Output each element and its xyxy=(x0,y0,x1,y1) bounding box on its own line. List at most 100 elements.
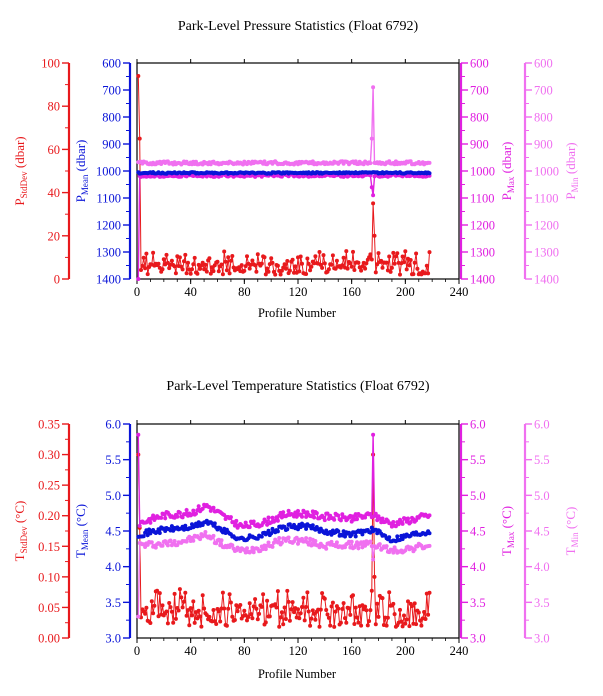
y-tick-label-max: 1100 xyxy=(470,192,495,206)
data-point-stddev xyxy=(169,258,174,263)
data-point-stddev xyxy=(333,609,338,614)
x-tick-label: 120 xyxy=(289,644,308,658)
y-tick-label-stddev: 0 xyxy=(54,273,60,287)
data-point-stddev xyxy=(287,618,292,623)
data-point-mean xyxy=(266,528,271,533)
data-point-stddev xyxy=(298,254,303,259)
data-point-stddev xyxy=(400,624,405,629)
data-point-stddev xyxy=(412,601,417,606)
data-point-stddev xyxy=(140,263,145,268)
data-point-stddev xyxy=(290,600,295,605)
data-point-stddev xyxy=(398,607,402,612)
data-point-min xyxy=(184,539,189,544)
data-point-stddev xyxy=(278,272,283,277)
data-point-stddev xyxy=(136,74,141,78)
data-point-mean xyxy=(395,534,400,539)
data-point-max xyxy=(211,505,216,510)
y-tick-label-min: 3.0 xyxy=(534,632,550,646)
data-point-stddev xyxy=(369,257,374,262)
data-point-stddev xyxy=(172,591,177,596)
data-point-stddev xyxy=(227,271,232,276)
y-axis-label-min: TMin (°C) xyxy=(563,507,580,556)
data-point-stddev xyxy=(283,617,288,621)
data-point-stddev xyxy=(297,269,302,274)
x-tick-label: 120 xyxy=(289,285,308,299)
data-point-stddev xyxy=(254,269,259,274)
data-point-stddev xyxy=(368,252,373,257)
data-point-mean xyxy=(285,527,290,532)
y-tick-label-stddev: 0.35 xyxy=(38,418,60,432)
y-tick-label-mean: 5.5 xyxy=(105,453,121,467)
data-point-stddev xyxy=(334,258,339,263)
y-tick-label-max: 3.0 xyxy=(470,632,486,646)
data-point-stddev xyxy=(177,255,182,260)
data-point-stddev xyxy=(250,258,255,263)
data-point-min xyxy=(136,614,141,619)
data-point-stddev xyxy=(371,201,376,206)
data-point-min xyxy=(263,547,268,552)
data-point-stddev xyxy=(144,605,149,610)
data-point-stddev xyxy=(363,266,368,271)
data-point-stddev xyxy=(180,605,185,610)
data-point-stddev xyxy=(164,252,169,257)
data-point-max xyxy=(148,520,153,525)
data-point-stddev xyxy=(376,251,381,256)
data-point-max xyxy=(396,522,401,527)
data-point-stddev xyxy=(144,251,149,256)
data-point-stddev xyxy=(326,615,331,620)
y-tick-label-max: 1200 xyxy=(470,219,495,233)
data-point-stddev xyxy=(176,608,181,613)
data-point-mean xyxy=(259,534,264,539)
data-point-stddev xyxy=(186,260,190,265)
y-tick-label-stddev: 0.25 xyxy=(38,479,60,493)
data-point-min xyxy=(230,543,235,548)
y-tick-label-mean: 1100 xyxy=(96,192,121,206)
data-point-stddev xyxy=(187,623,192,628)
y-tick-label-stddev: 40 xyxy=(48,186,61,200)
data-point-stddev xyxy=(317,250,322,254)
data-point-max xyxy=(369,185,374,190)
data-point-stddev xyxy=(230,254,235,258)
data-point-stddev xyxy=(407,263,412,268)
data-point-max xyxy=(371,193,376,198)
data-point-stddev xyxy=(385,615,390,620)
data-point-max xyxy=(228,515,233,520)
y-tick-label-mean: 4.0 xyxy=(105,560,121,574)
data-point-stddev xyxy=(384,623,389,628)
data-point-stddev xyxy=(274,605,279,610)
data-point-mean xyxy=(387,535,392,540)
y-tick-label-mean: 800 xyxy=(102,111,121,125)
x-tick-label: 160 xyxy=(342,285,361,299)
data-point-stddev xyxy=(414,251,419,256)
data-point-stddev xyxy=(216,269,221,274)
data-point-stddev xyxy=(263,620,268,625)
data-point-stddev xyxy=(255,617,260,622)
data-point-stddev xyxy=(384,260,389,265)
data-point-stddev xyxy=(422,610,427,614)
data-point-mean xyxy=(336,529,341,534)
y-tick-label-stddev: 0.20 xyxy=(38,509,60,523)
data-point-stddev xyxy=(325,612,330,617)
data-point-stddev xyxy=(259,261,264,266)
y-tick-label-max: 1400 xyxy=(470,273,495,287)
data-point-stddev xyxy=(251,604,256,609)
data-point-min xyxy=(153,545,158,550)
y-tick-label-min: 800 xyxy=(534,111,553,125)
y-tick-label-max: 600 xyxy=(470,57,489,71)
data-point-min xyxy=(168,538,173,543)
data-point-stddev xyxy=(161,257,166,262)
data-point-stddev xyxy=(373,622,378,627)
data-point-stddev xyxy=(368,608,373,613)
data-point-stddev xyxy=(204,269,209,274)
data-point-min xyxy=(277,536,282,540)
data-point-mean xyxy=(296,527,300,532)
data-point-stddev xyxy=(237,265,241,270)
data-point-stddev xyxy=(183,252,188,257)
data-point-min xyxy=(371,85,376,90)
temperature-chart-panel: 0 40 80 120 160 200 240 0.00 0.05 0.10 0.15 0.20 0.2… xyxy=(12,418,580,659)
y-tick-label-min: 1000 xyxy=(534,165,559,179)
data-point-stddev xyxy=(275,263,280,268)
data-point-stddev xyxy=(143,611,148,616)
y-tick-label-mean: 600 xyxy=(102,57,121,71)
